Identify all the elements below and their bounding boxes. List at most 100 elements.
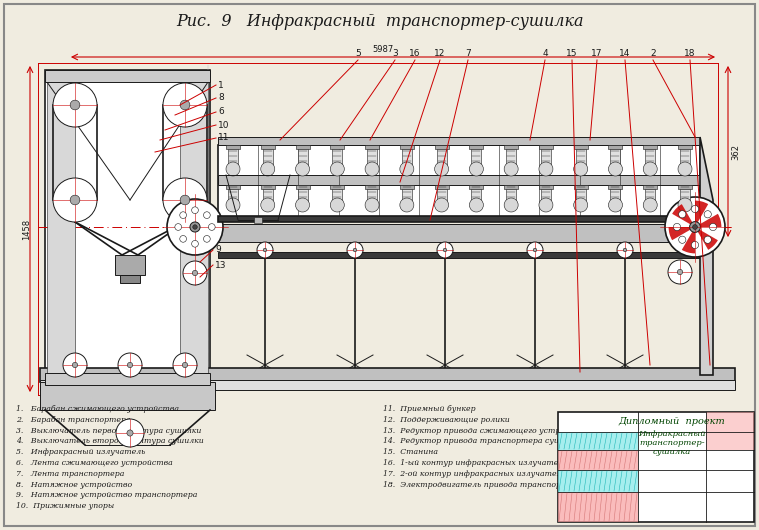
Circle shape [53,83,97,127]
Circle shape [257,242,273,258]
Bar [263,189,272,203]
Bar [574,145,587,149]
Text: 1458: 1458 [23,218,32,240]
Circle shape [693,225,698,229]
Circle shape [190,222,200,232]
Bar [365,185,379,189]
Polygon shape [700,137,713,375]
Bar [218,175,700,185]
Bar [367,189,377,203]
Circle shape [128,363,133,368]
Text: 5: 5 [355,49,361,58]
Text: 8: 8 [218,93,224,102]
Text: 1: 1 [218,81,224,90]
Bar [610,189,620,203]
Bar [541,189,551,203]
Circle shape [665,197,725,257]
Text: 2.   Барабан транспортера: 2. Барабан транспортера [16,416,131,424]
Circle shape [180,235,187,242]
Circle shape [191,241,198,247]
Text: 13.  Редуктор привода сжимающего устройства: 13. Редуктор привода сжимающего устройст… [383,427,591,435]
Bar [226,145,240,149]
Text: 15: 15 [566,49,578,58]
Text: 18: 18 [685,49,696,58]
Bar [506,189,516,203]
Bar [539,185,553,189]
Text: 12.  Поддерживающие ролики: 12. Поддерживающие ролики [383,416,510,424]
Bar [575,189,586,203]
Circle shape [226,198,240,212]
Wedge shape [695,227,718,250]
Circle shape [261,198,275,212]
Bar [218,216,700,222]
Bar [332,149,342,167]
Text: 362: 362 [731,144,740,160]
Bar [261,145,275,149]
Bar [40,382,215,410]
Circle shape [691,241,698,249]
Circle shape [173,353,197,377]
Circle shape [435,198,449,212]
Bar [574,185,587,189]
Circle shape [163,178,207,222]
Bar [558,470,638,492]
Text: 13: 13 [215,261,226,269]
Circle shape [534,248,537,252]
Text: 7: 7 [465,49,471,58]
Circle shape [193,225,197,229]
Bar [558,492,638,522]
Text: 4.   Выключатель второго контура сушилки: 4. Выключатель второго контура сушилки [16,437,203,445]
Text: 16.  1-ый контур инфракрасных излучателей: 16. 1-ый контур инфракрасных излучателей [383,459,573,467]
Circle shape [400,198,414,212]
Circle shape [609,198,622,212]
Circle shape [261,162,275,176]
Bar [643,185,657,189]
Text: 11.  Приемный бункер: 11. Приемный бункер [383,405,476,413]
Circle shape [330,162,345,176]
Circle shape [295,198,310,212]
Bar [45,373,210,385]
Wedge shape [672,204,695,227]
Text: Дипломный  проект: Дипломный проект [619,418,726,427]
Circle shape [191,207,198,214]
Circle shape [673,224,681,231]
Bar [120,275,140,283]
Circle shape [127,430,133,436]
Circle shape [295,162,310,176]
Bar [402,149,412,167]
Text: 7.   Лента транспортера: 7. Лента транспортера [16,470,124,478]
Text: 18.  Электродвигатель привода транспортера: 18. Электродвигатель привода транспортер… [383,481,583,489]
Bar [610,149,620,167]
Bar [330,185,345,189]
Circle shape [70,100,80,110]
Circle shape [180,212,187,218]
Bar [645,149,655,167]
Bar [254,217,262,223]
Bar [330,145,345,149]
Circle shape [504,198,518,212]
Circle shape [437,242,453,258]
Circle shape [183,261,207,285]
Bar [295,185,310,189]
Text: 5.   Инфракрасный излучатель: 5. Инфракрасный излучатель [16,448,146,456]
Bar [367,149,377,167]
Circle shape [643,198,657,212]
Bar [365,145,379,149]
Bar [645,189,655,203]
Bar [436,149,446,167]
Circle shape [704,236,711,243]
Circle shape [617,242,633,258]
Wedge shape [669,227,695,240]
Bar [504,145,518,149]
Bar [332,189,342,203]
Bar [471,189,481,203]
Text: Инфракрасный
транспортер-
сушилка: Инфракрасный транспортер- сушилка [638,430,706,456]
Circle shape [192,270,197,276]
Circle shape [182,363,187,368]
Bar [558,450,638,470]
Circle shape [679,210,686,218]
Text: 6: 6 [218,108,224,117]
Bar [226,185,240,189]
Circle shape [504,162,518,176]
Bar [298,149,307,167]
